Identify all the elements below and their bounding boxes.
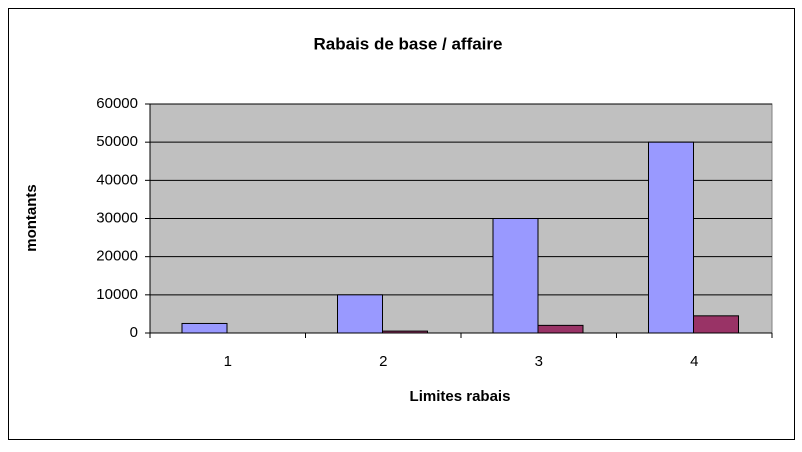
chart-title: Rabais de base / affaire — [314, 34, 503, 53]
y-tick-label: 30000 — [96, 209, 138, 226]
y-tick-label: 50000 — [96, 133, 138, 150]
bar — [648, 141, 694, 334]
bar — [537, 324, 584, 334]
x-tick-label: 1 — [224, 353, 232, 370]
y-axis-label: montants — [23, 184, 40, 252]
y-tick-label: 40000 — [96, 171, 138, 188]
bar — [693, 315, 739, 334]
y-tick-label: 60000 — [96, 95, 138, 112]
bar — [181, 322, 228, 334]
bar — [337, 294, 383, 334]
bar — [382, 330, 428, 334]
x-axis-label: Limites rabais — [410, 388, 511, 405]
x-tick-label: 3 — [535, 353, 543, 370]
bar — [492, 218, 539, 334]
x-tick-label: 2 — [379, 353, 387, 370]
y-tick-label: 0 — [130, 324, 138, 341]
y-tick-label: 10000 — [96, 286, 138, 303]
y-tick-label: 20000 — [96, 248, 138, 265]
x-tick-label: 4 — [690, 353, 698, 370]
